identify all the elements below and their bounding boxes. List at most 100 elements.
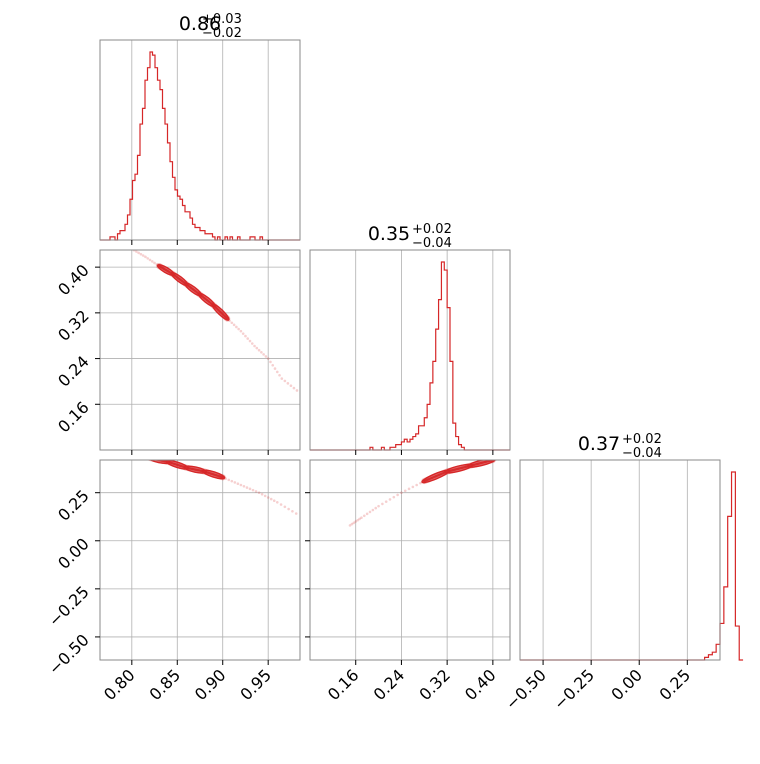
joint-sample [134,455,137,458]
joint-sample [273,367,277,370]
joint-sample [149,457,152,460]
joint-sample [362,514,366,518]
joint-sample [396,493,399,497]
joint-sample [266,496,270,499]
joint-sample [144,255,147,259]
contour-ring [444,463,474,474]
joint-sample [230,479,234,483]
joint-sample [253,344,256,348]
joint-sample [275,501,279,504]
joint-sample [148,258,152,262]
ytick-label-p2-0: −0.50 [45,630,93,678]
joint-sample [368,510,372,514]
joint-sample [140,456,143,459]
joint-sample [257,491,261,494]
joint-sample [365,512,369,516]
joint-sample [358,517,361,521]
xtick-label-p2-3: 0.25 [656,665,695,704]
joint-sample [264,355,268,358]
joint-sample [254,490,258,493]
xtick-label-p1-0: 0.16 [324,665,363,704]
joint-sample [279,503,283,506]
panel-frame-10 [99,249,301,451]
panel-frame-21 [309,459,511,661]
panel-frame-22 [519,459,721,661]
joint-sample [266,357,270,360]
joint-sample [271,363,275,367]
xtick-label-p0-3: 0.95 [236,665,275,704]
contour-ring [211,303,230,321]
xtick-label-p0-0: 0.80 [100,665,139,704]
joint-sample [146,456,149,459]
xtick-label-p0-1: 0.85 [145,665,184,704]
title-p2-minus: −0.04 [622,446,662,461]
contour-ring [165,460,189,470]
joint-sample [246,337,250,340]
title-p0-minus: −0.02 [202,26,242,41]
joint-sample [384,500,388,503]
joint-sample [235,325,238,329]
joint-sample [286,382,290,385]
joint-sample [400,491,403,494]
title-p1: 0.35 [368,223,410,245]
joint-sample [251,488,255,492]
ytick-label-p2-1: −0.25 [45,582,93,630]
joint-sample [230,321,234,325]
contour-ring [197,292,216,308]
contour-ring [183,465,208,474]
joint-sample [407,487,411,491]
plot-data [100,51,744,661]
joint-sample [371,508,375,512]
joint-sample [245,486,249,489]
title-p1-plus: +0.02 [412,222,452,237]
joint-sample [232,323,236,327]
joint-sample [291,509,294,513]
joint-sample [255,346,259,350]
panel-frame-11 [309,249,511,451]
joint-sample [250,342,254,345]
joint-sample [137,251,140,255]
joint-sample [269,497,273,501]
contour-ring [201,469,226,480]
joint-sample [260,350,263,354]
joint-sample [392,495,396,499]
grid-lines [100,40,688,660]
joint-sample [227,478,231,482]
joint-p0-p1 [131,250,299,392]
xtick-label-p2-1: −0.25 [550,665,598,713]
joint-sample [241,332,245,335]
joint-sample [135,250,138,253]
xtick-label-p2-2: 0.00 [607,665,646,704]
joint-sample [283,379,287,383]
joint-sample [294,512,298,515]
joint-sample [260,492,264,496]
contour-2 [157,264,229,320]
title-p0: 0.86 [179,13,221,35]
joint-sample [280,377,284,380]
joint-sample [289,384,293,388]
joint-sample [242,484,246,488]
panel-frames [99,39,721,661]
joint-sample [374,506,378,510]
xtick-label-p1-2: 0.32 [415,665,454,704]
joint-sample [403,489,407,493]
panel-frame-20 [99,459,301,661]
histogram-p0 [100,51,300,241]
axis-ticks: 0.80 0.85 0.90 0.95 0.16 0.24 0.32 0.40 −0.50 −0.… [45,240,694,713]
panel-frame-00 [99,39,301,241]
joint-sample [415,483,418,487]
joint-sample [143,456,146,459]
joint-sample [248,339,252,343]
joint-sample [295,389,299,392]
joint-sample [292,386,296,390]
joint-sample [141,254,145,257]
xtick-label-p1-3: 0.40 [461,665,500,704]
contour-2 [153,460,224,479]
joint-sample [139,252,143,256]
ytick-label-p2-3: 0.25 [54,486,93,525]
ytick-label-p1-1: 0.24 [54,352,93,391]
xtick-label-p2-0: −0.50 [502,665,550,713]
joint-sample [275,370,279,374]
ytick-label-p2-2: 0.00 [54,534,93,573]
